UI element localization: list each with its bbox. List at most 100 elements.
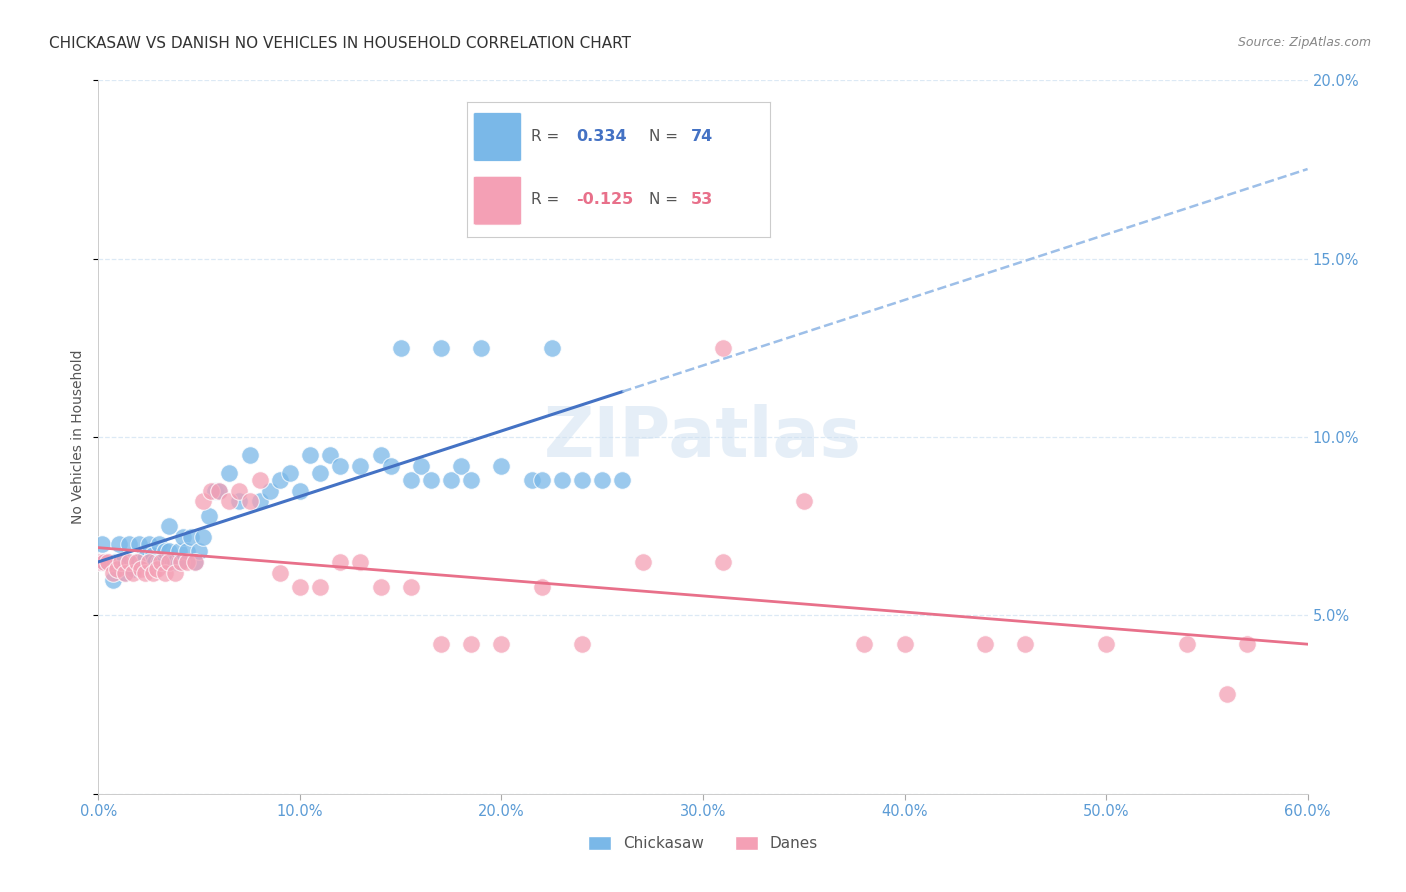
Point bbox=[111, 555, 134, 569]
Point bbox=[349, 555, 371, 569]
Legend: Chickasaw, Danes: Chickasaw, Danes bbox=[582, 830, 824, 857]
Point bbox=[319, 448, 342, 462]
Point bbox=[153, 544, 176, 558]
Point bbox=[128, 537, 150, 551]
Point bbox=[110, 555, 132, 569]
Point bbox=[409, 458, 432, 473]
Point bbox=[299, 448, 322, 462]
Point bbox=[249, 494, 271, 508]
Point bbox=[138, 555, 160, 569]
Point bbox=[163, 555, 186, 569]
Point bbox=[138, 537, 160, 551]
Point bbox=[510, 198, 533, 212]
Point bbox=[167, 544, 190, 558]
Point bbox=[329, 555, 352, 569]
Point bbox=[399, 580, 422, 594]
Point bbox=[198, 508, 221, 523]
Point bbox=[134, 566, 156, 580]
Point bbox=[853, 637, 876, 651]
Point bbox=[239, 448, 262, 462]
Point bbox=[97, 555, 120, 569]
Point bbox=[1236, 637, 1258, 651]
Point bbox=[288, 483, 311, 498]
Text: Source: ZipAtlas.com: Source: ZipAtlas.com bbox=[1237, 36, 1371, 49]
Point bbox=[571, 473, 593, 487]
Point bbox=[269, 566, 291, 580]
Point bbox=[93, 555, 115, 569]
Point bbox=[259, 483, 281, 498]
Point bbox=[1216, 687, 1239, 701]
Point bbox=[97, 555, 120, 569]
Point bbox=[172, 530, 194, 544]
Point bbox=[180, 530, 202, 544]
Point bbox=[793, 494, 815, 508]
Point bbox=[470, 341, 492, 355]
Point bbox=[193, 530, 215, 544]
Point bbox=[208, 483, 231, 498]
Point bbox=[138, 555, 160, 569]
Point bbox=[184, 555, 207, 569]
Point bbox=[399, 473, 422, 487]
Point bbox=[450, 458, 472, 473]
Point bbox=[134, 551, 156, 566]
Point bbox=[711, 341, 734, 355]
Point bbox=[893, 637, 915, 651]
Point bbox=[125, 555, 148, 569]
Point bbox=[460, 473, 482, 487]
Point bbox=[128, 555, 150, 569]
Point bbox=[184, 555, 207, 569]
Point bbox=[430, 637, 453, 651]
Point bbox=[101, 573, 124, 587]
Point bbox=[101, 566, 124, 580]
Point bbox=[239, 494, 262, 508]
Point bbox=[420, 473, 443, 487]
Point bbox=[440, 473, 463, 487]
Point bbox=[612, 473, 634, 487]
Point bbox=[188, 544, 211, 558]
Point bbox=[89, 555, 111, 569]
Point bbox=[200, 483, 222, 498]
Point bbox=[309, 580, 332, 594]
Point bbox=[329, 458, 352, 473]
Point bbox=[389, 341, 412, 355]
Point bbox=[121, 562, 143, 576]
Point bbox=[218, 494, 240, 508]
Point bbox=[193, 494, 215, 508]
Point bbox=[349, 458, 371, 473]
Point bbox=[157, 555, 180, 569]
Point bbox=[530, 580, 553, 594]
Point bbox=[460, 637, 482, 651]
Point bbox=[148, 537, 170, 551]
Point bbox=[157, 544, 180, 558]
Point bbox=[118, 555, 141, 569]
Point bbox=[278, 466, 301, 480]
Point bbox=[146, 562, 169, 576]
Point bbox=[176, 555, 198, 569]
Point bbox=[380, 458, 402, 473]
Point bbox=[228, 483, 250, 498]
Point bbox=[149, 555, 172, 569]
Point bbox=[370, 580, 392, 594]
Point bbox=[208, 483, 231, 498]
Point bbox=[142, 548, 165, 562]
Point bbox=[591, 473, 613, 487]
Point bbox=[1014, 637, 1036, 651]
Point bbox=[118, 537, 141, 551]
Point bbox=[153, 566, 176, 580]
Point bbox=[631, 555, 654, 569]
Text: ZIPatlas: ZIPatlas bbox=[544, 403, 862, 471]
Point bbox=[105, 562, 128, 576]
Point bbox=[91, 537, 114, 551]
Point bbox=[571, 637, 593, 651]
Point bbox=[204, 483, 226, 498]
Point bbox=[491, 637, 513, 651]
Point bbox=[430, 341, 453, 355]
Point bbox=[114, 566, 136, 580]
Point bbox=[148, 555, 170, 569]
Point bbox=[176, 544, 198, 558]
Point bbox=[711, 555, 734, 569]
Point bbox=[132, 555, 155, 569]
Point bbox=[288, 580, 311, 594]
Point bbox=[118, 555, 141, 569]
Point bbox=[309, 466, 332, 480]
